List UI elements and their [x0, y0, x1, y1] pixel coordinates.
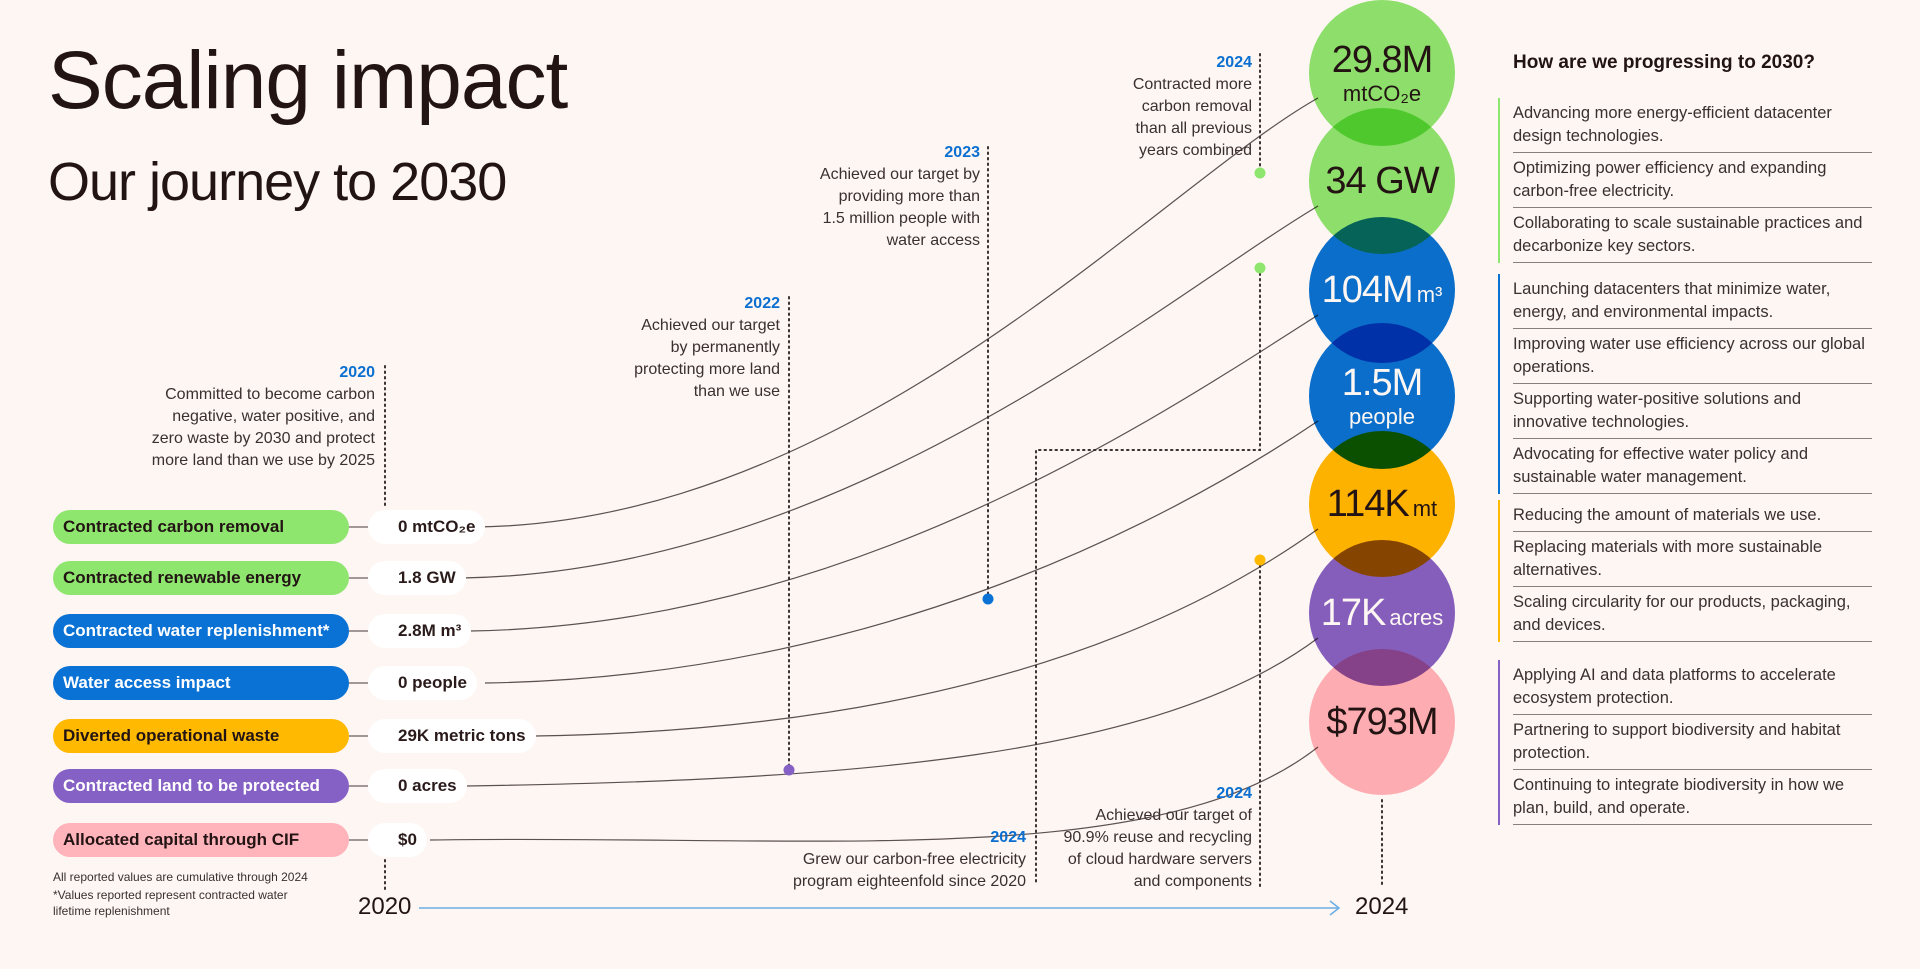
milestone-dot — [1254, 262, 1266, 274]
progress-panel-title: How are we progressing to 2030? — [1513, 52, 1815, 73]
metric-label-pill: Allocated capital through CIF — [53, 823, 349, 857]
result-value: 29.8M — [1331, 39, 1434, 81]
footnote-water: *Values reported represent contracted wa… — [53, 888, 288, 918]
milestone-dot — [783, 764, 795, 776]
milestone-year: 2024 — [990, 829, 1026, 846]
page-subtitle: Our journey to 2030 — [48, 152, 507, 212]
metric-start-value: 0 acres — [368, 769, 467, 803]
growth-curve — [429, 746, 1319, 842]
growth-curve — [534, 528, 1319, 737]
result-bubble: $793M — [1309, 649, 1455, 795]
page-title: Scaling impact — [48, 35, 568, 126]
result-unit: mtCO₂e — [1342, 81, 1422, 106]
metric-start-value: 0 mtCO₂e — [368, 510, 486, 544]
milestone-dot — [1254, 167, 1266, 179]
growth-curves — [349, 53, 1383, 891]
growth-curve — [461, 205, 1319, 579]
metric-label-pill: Diverted operational waste — [53, 719, 349, 753]
result-bubble: 104M m³ — [1309, 217, 1455, 363]
progress-item: Replacing materials with more sustainabl… — [1513, 532, 1872, 587]
metric-start-value: 2.8M m³ — [368, 614, 472, 648]
timeline-axis — [419, 900, 1341, 916]
progress-item: Optimizing power efficiency and expandin… — [1513, 153, 1872, 208]
result-value: 104M — [1321, 269, 1414, 311]
result-value: $793M — [1326, 701, 1438, 743]
progress-item: Applying AI and data platforms to accele… — [1513, 660, 1872, 715]
result-unit: mt — [1412, 496, 1438, 521]
progress-item: Scaling circularity for our products, pa… — [1513, 587, 1872, 642]
milestone-dot — [982, 593, 994, 605]
metric-label-pill: Contracted water replenishment* — [53, 614, 349, 648]
progress-group: Reducing the amount of materials we use.… — [1498, 500, 1872, 642]
milestone-2020: 2020 Committed to become carbon negative… — [130, 362, 375, 472]
result-bubble: 17K acres — [1309, 540, 1455, 686]
progress-item: Launching datacenters that minimize wate… — [1513, 274, 1872, 329]
milestone-2023: 2023 Achieved our target by providing mo… — [780, 142, 980, 252]
result-unit: people — [1348, 404, 1416, 429]
metric-label-pill: Water access impact — [53, 666, 349, 700]
milestone-year: 2024 — [1216, 785, 1252, 802]
progress-item: Partnering to support biodiversity and h… — [1513, 715, 1872, 770]
progress-group: Launching datacenters that minimize wate… — [1498, 274, 1872, 494]
axis-end-year: 2024 — [1355, 893, 1409, 920]
milestone-2024-reuse: 2024 Achieved our target of 90.9% reuse … — [1040, 783, 1252, 893]
growth-curve — [469, 314, 1319, 632]
metric-start-value: 0 people — [368, 666, 477, 700]
arrow-right-icon — [1329, 900, 1341, 916]
growth-curve — [484, 420, 1319, 684]
progress-item: Improving water use efficiency across ou… — [1513, 329, 1872, 384]
dotted-leader-line — [1035, 267, 1261, 886]
metric-start-value: 29K metric tons — [368, 719, 536, 753]
metric-label-pill: Contracted land to be protected — [53, 769, 349, 803]
progress-item: Reducing the amount of materials we use. — [1513, 500, 1872, 532]
milestone-2022: 2022 Achieved our target by permanently … — [580, 293, 780, 403]
footnote-cumulative: All reported values are cumulative throu… — [53, 870, 308, 884]
progress-group: Applying AI and data platforms to accele… — [1498, 660, 1872, 825]
result-value: 34 GW — [1325, 160, 1439, 202]
milestone-year: 2020 — [339, 364, 375, 381]
progress-item: Supporting water-positive solutions and … — [1513, 384, 1872, 439]
milestone-year: 2024 — [1216, 54, 1252, 71]
milestone-dot — [1254, 554, 1266, 566]
result-unit: m³ — [1416, 282, 1443, 307]
result-bubble: 29.8M mtCO₂e — [1309, 0, 1455, 146]
progress-item: Advancing more energy-efficient datacent… — [1513, 98, 1872, 153]
metric-start-value: $0 — [368, 823, 427, 857]
result-unit: acres — [1389, 605, 1444, 630]
milestone-2024-carbon: 2024 Contracted more carbon removal than… — [1070, 52, 1252, 162]
metric-start-value: 1.8 GW — [368, 561, 466, 595]
result-value: 114K — [1326, 483, 1410, 525]
progress-item: Collaborating to scale sustainable pract… — [1513, 208, 1872, 263]
milestone-2024-electricity: 2024 Grew our carbon-free electricity pr… — [740, 827, 1026, 893]
progress-item: Continuing to integrate biodiversity in … — [1513, 770, 1872, 825]
metric-label-pill: Contracted renewable energy — [53, 561, 349, 595]
growth-curve — [466, 637, 1319, 787]
axis-start-year: 2020 — [358, 893, 412, 920]
milestone-year: 2023 — [944, 144, 980, 161]
milestone-year: 2022 — [744, 295, 780, 312]
progress-item: Advocating for effective water policy an… — [1513, 439, 1872, 494]
progress-group: Advancing more energy-efficient datacent… — [1498, 98, 1872, 263]
metric-label-pill: Contracted carbon removal — [53, 510, 349, 544]
result-value: 17K — [1320, 592, 1387, 634]
growth-curve — [477, 97, 1319, 528]
result-value: 1.5M — [1341, 362, 1423, 404]
